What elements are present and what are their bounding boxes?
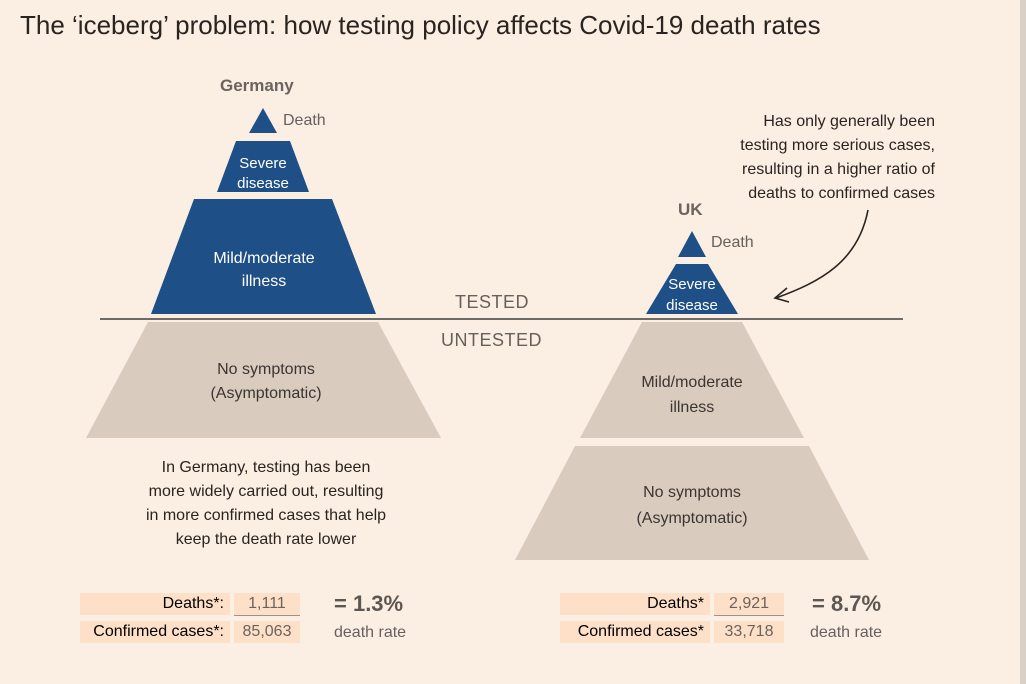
germany-cases-label: Confirmed cases*: — [80, 621, 230, 643]
tested-label: TESTED — [455, 292, 530, 312]
germany-death-label: Death — [283, 112, 326, 129]
germany-death-tier — [249, 108, 277, 133]
uk-note-line: resulting in a higher ratio of — [742, 161, 935, 178]
uk-nosym-label-1: No symptoms — [643, 484, 741, 501]
germany-mild-label-1: Mild/moderate — [213, 250, 314, 267]
germany-deaths-label: Deaths*: — [80, 593, 230, 615]
uk-label: UK — [678, 200, 703, 219]
germany-mild-label-2: illness — [242, 273, 286, 290]
uk-death-tier — [678, 231, 706, 257]
uk-death-rate: = 8.7% — [812, 591, 882, 616]
uk-severe-tier — [646, 264, 738, 314]
germany-nosym-label-1: No symptoms — [217, 361, 315, 378]
uk-deaths-label: Deaths* — [560, 593, 710, 615]
frame-edge — [1020, 0, 1026, 684]
germany-severe-tier — [217, 141, 309, 192]
germany-nosymptoms-tier — [86, 322, 441, 438]
uk-cases-value: 33,718 — [714, 621, 784, 643]
uk-mild-tier — [580, 322, 804, 438]
germany-note-line: in more confirmed cases that help — [145, 507, 387, 524]
uk-note-line: testing more serious cases, — [740, 137, 935, 154]
arrow-head-icon — [773, 287, 790, 303]
germany-deaths-value: 1,111 — [234, 593, 300, 616]
germany-note: In Germany, testing has been more widely… — [116, 456, 416, 552]
germany-cases-value: 85,063 — [234, 621, 300, 643]
annotation-arrow — [775, 209, 869, 299]
germany-note-line: more widely carried out, resulting — [148, 483, 384, 500]
germany-severe-label-1: Severe — [239, 155, 287, 172]
germany-death-rate-label: death rate — [334, 624, 407, 641]
germany-severe-label-2: disease — [237, 175, 289, 192]
uk-death-label: Death — [711, 234, 754, 251]
germany-nosym-label-2: (Asymptomatic) — [210, 385, 321, 402]
uk-death-rate-label: death rate — [810, 624, 883, 641]
uk-note-line: Has only generally been — [763, 113, 935, 130]
uk-mild-label-1: Mild/moderate — [641, 374, 742, 391]
uk-mild-label-2: illness — [670, 399, 714, 416]
germany-note-line: In Germany, testing has been — [161, 459, 371, 476]
uk-severe-label-1: Severe — [668, 276, 716, 293]
uk-nosym-label-2: (Asymptomatic) — [636, 510, 747, 527]
page-title: The ‘iceberg’ problem: how testing polic… — [20, 10, 821, 40]
uk-deaths-value: 2,921 — [714, 593, 784, 616]
uk-note: Has only generally been testing more ser… — [700, 110, 935, 206]
germany-note-line: keep the death rate lower — [175, 531, 357, 548]
germany-mild-tier — [151, 199, 376, 314]
uk-note-line: deaths to confirmed cases — [748, 185, 935, 202]
uk-severe-label-2: disease — [666, 297, 718, 314]
uk-nosymptoms-tier — [515, 446, 869, 560]
germany-label: Germany — [220, 76, 294, 95]
untested-label: UNTESTED — [441, 330, 543, 350]
germany-death-rate: = 1.3% — [334, 591, 404, 616]
uk-cases-label: Confirmed cases* — [560, 621, 710, 643]
